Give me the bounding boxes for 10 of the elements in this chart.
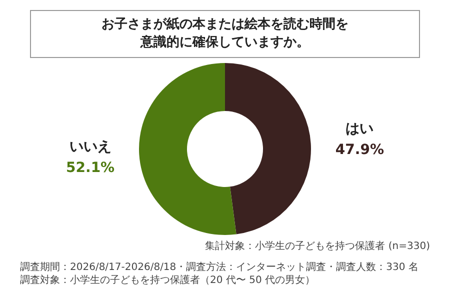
data-label: 47.9% xyxy=(335,142,384,158)
data-label: 52.1% xyxy=(66,160,115,176)
text: 調査対象：小学生の子どもを持つ保護者（20 代〜 50 代の男女） xyxy=(19,274,316,287)
slice-label: はい xyxy=(346,121,374,138)
text: 集計対象：小学生の子どもを持つ保護者 (n=330) xyxy=(204,240,431,253)
chart-title: お子さまが紙の本または絵本を読む時間を意識的に確保していますか。 xyxy=(30,10,420,58)
slice-label: いいえ xyxy=(69,138,112,155)
donut-slice xyxy=(139,63,236,235)
donut-slice xyxy=(225,63,311,234)
text: 調査期間：2026/8/17-2026/8/18・調査方法：インターネット調査・調査人数：330 名 xyxy=(19,261,420,274)
